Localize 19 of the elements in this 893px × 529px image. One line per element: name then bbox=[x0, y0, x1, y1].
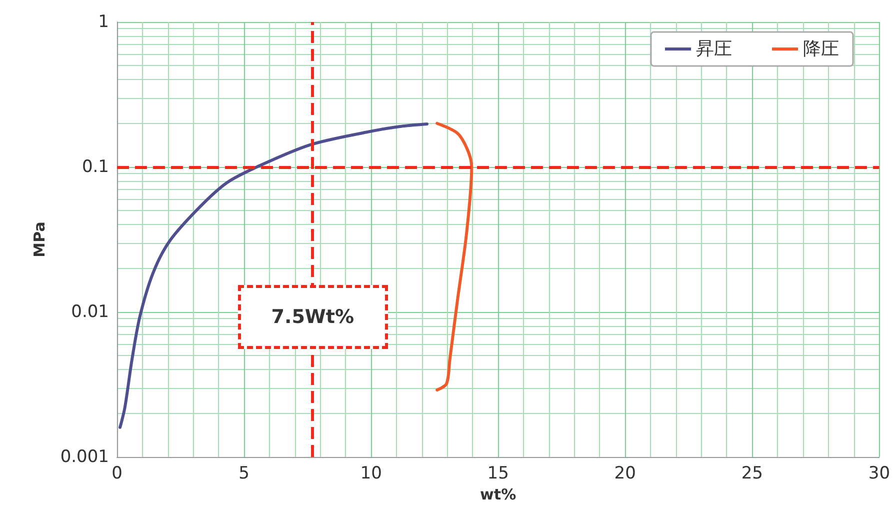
y-tick-label: 1 bbox=[98, 12, 109, 32]
x-tick-label: 15 bbox=[487, 464, 509, 484]
dashed-frame: 7.5Wt% bbox=[238, 285, 388, 350]
x-tick-label: 5 bbox=[238, 464, 250, 484]
y-tick-label: 0.001 bbox=[60, 447, 109, 467]
legend-label: 昇圧 bbox=[696, 38, 732, 60]
x-tick-label: 10 bbox=[360, 464, 382, 484]
x-tick-label: 30 bbox=[868, 464, 890, 484]
y-tick-label: 0.1 bbox=[82, 157, 109, 177]
ref-line-label: 7.5Wt% bbox=[271, 306, 354, 328]
x-tick-label: 20 bbox=[614, 464, 636, 484]
legend-label: 降圧 bbox=[803, 38, 839, 60]
x-axis-title: wt% bbox=[480, 485, 516, 504]
y-tick-label: 0.01 bbox=[71, 302, 109, 322]
x-tick-label: 25 bbox=[741, 464, 763, 484]
line-series bbox=[436, 122, 474, 392]
line-series bbox=[118, 122, 428, 429]
x-tick-label: 0 bbox=[112, 464, 122, 484]
y-axis-title: MPa bbox=[30, 222, 48, 258]
